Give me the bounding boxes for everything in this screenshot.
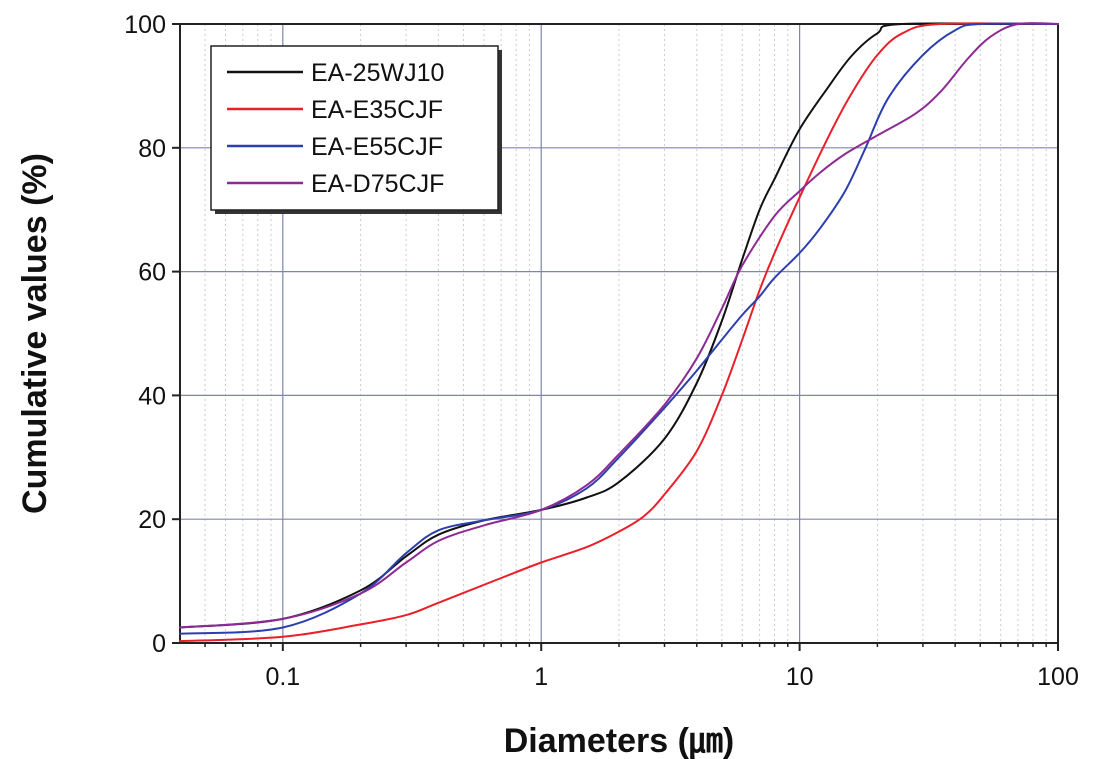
series-line-4	[179, 22, 1059, 629]
y-tick-label: 40	[138, 382, 166, 410]
y-tick-label: 80	[138, 135, 166, 163]
legend-entries: EA-25WJ10 EA-E35CJF EA-E55CJF EA-D75CJF	[227, 59, 444, 198]
axis-tick-marks	[172, 23, 1059, 651]
series-lines	[179, 22, 1059, 643]
legend-label: EA-D75CJF	[311, 170, 444, 198]
x-tick-label: 0.1	[265, 663, 300, 691]
legend-label: EA-25WJ10	[311, 59, 444, 87]
x-tick-label: 100	[1037, 663, 1079, 691]
y-tick-label: 100	[124, 11, 166, 39]
x-tick-label: 1	[534, 663, 548, 691]
x-axis-title: Diameters (㎛)	[504, 722, 735, 759]
legend: EA-25WJ10 EA-E35CJF EA-E55CJF EA-D75CJF	[210, 45, 502, 214]
series-line-1	[179, 22, 1059, 629]
y-tick-label: 20	[138, 506, 166, 534]
legend-label: EA-E55CJF	[311, 133, 443, 161]
y-tick-label: 60	[138, 259, 166, 287]
y-axis-title: Cumulative values (%)	[16, 153, 54, 514]
legend-label: EA-E35CJF	[311, 96, 443, 124]
x-tick-labels: 0.1 1 10 100	[265, 663, 1078, 691]
y-tick-labels: 0 20 40 60 80 100	[124, 11, 166, 658]
series-line-3	[179, 22, 1059, 635]
series-line-2	[179, 22, 1059, 643]
y-tick-label: 0	[152, 630, 166, 658]
x-tick-label: 10	[786, 663, 814, 691]
